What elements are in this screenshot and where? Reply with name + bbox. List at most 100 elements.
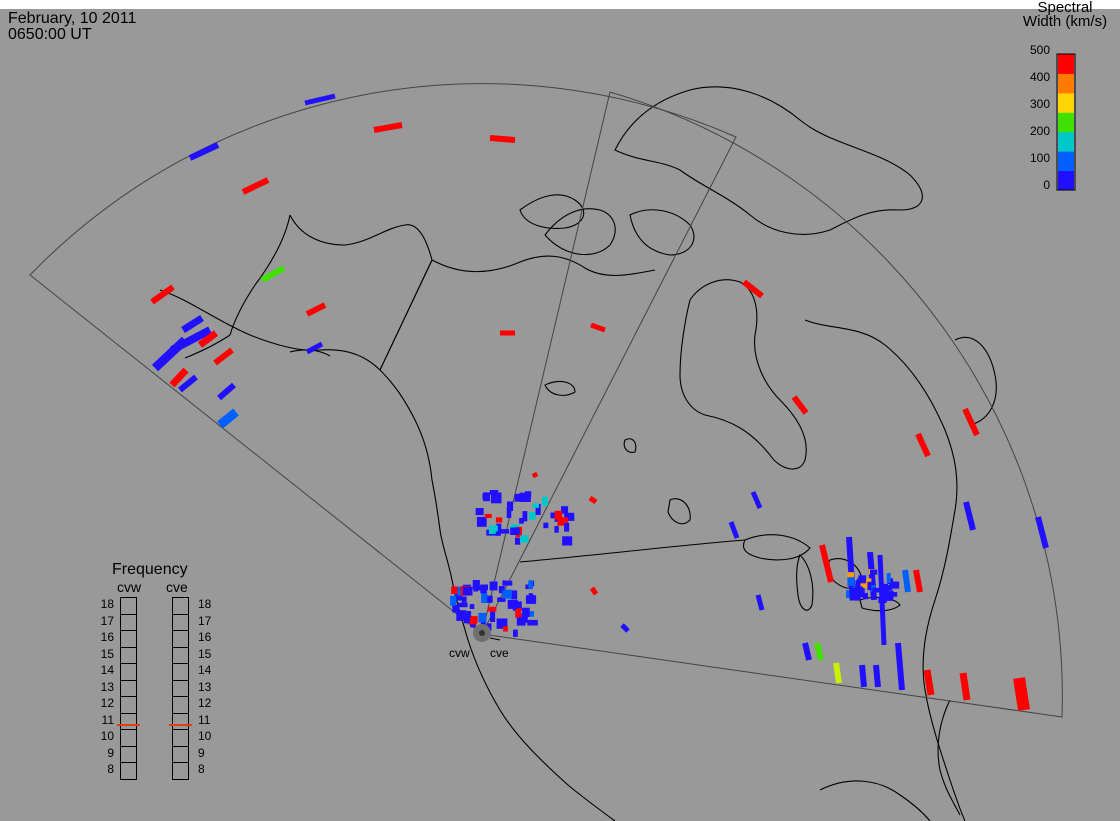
radar-echo bbox=[213, 347, 234, 366]
radar-echo bbox=[862, 592, 868, 600]
radar-echo bbox=[867, 551, 877, 601]
frequency-label: 12 bbox=[198, 696, 212, 710]
radar-echo bbox=[532, 503, 539, 508]
radar-echo bbox=[1013, 677, 1030, 711]
frequency-cell bbox=[120, 712, 137, 730]
radar-echo bbox=[489, 490, 499, 495]
radar-echo bbox=[529, 512, 536, 520]
radar-echo bbox=[489, 581, 498, 591]
frequency-label: 11 bbox=[198, 712, 211, 727]
radar-echo bbox=[522, 607, 530, 617]
radar-echo bbox=[791, 395, 809, 415]
site-marker bbox=[479, 630, 485, 636]
radar-echo bbox=[1035, 516, 1049, 549]
frequency-cell bbox=[172, 646, 189, 664]
borders bbox=[379, 259, 746, 641]
frequency-cell bbox=[120, 663, 137, 681]
date-label: February, 10 2011 bbox=[8, 10, 137, 27]
radar-echo bbox=[454, 592, 462, 601]
radar-echo bbox=[475, 508, 484, 516]
radar-echo bbox=[373, 122, 403, 133]
frequency-radar-cve: cve bbox=[166, 579, 188, 595]
radar-echo bbox=[487, 606, 497, 612]
radar-echo bbox=[880, 583, 888, 593]
radar-echo bbox=[506, 580, 513, 586]
radar-echo bbox=[728, 521, 740, 539]
radar-echo bbox=[500, 529, 510, 534]
radar-echo bbox=[913, 569, 923, 593]
radar-echo bbox=[890, 592, 898, 597]
radar-fov bbox=[29, 83, 1063, 718]
top-strip bbox=[0, 0, 1120, 9]
frequency-cell bbox=[172, 696, 189, 714]
radar-echo bbox=[217, 408, 239, 429]
radar-echo bbox=[620, 623, 630, 633]
radar-echo bbox=[561, 506, 569, 514]
radar-echo bbox=[522, 511, 528, 522]
frequency-cell bbox=[120, 696, 137, 714]
radar-echo bbox=[878, 596, 887, 604]
radar-echo bbox=[515, 608, 522, 618]
radar-echo bbox=[150, 284, 175, 305]
radar-echo bbox=[498, 586, 505, 594]
frequency-cell bbox=[172, 613, 189, 631]
radar-echo bbox=[170, 326, 212, 354]
radar-echo bbox=[482, 493, 488, 500]
radar-echo bbox=[524, 491, 532, 498]
radar-echo bbox=[507, 501, 514, 511]
frequency-cell bbox=[172, 679, 189, 697]
site-label-cve: cve bbox=[490, 646, 509, 660]
radar-echo bbox=[867, 581, 872, 591]
frequency-label: 15 bbox=[198, 646, 212, 661]
radar-echo bbox=[464, 613, 471, 624]
frequency-label: 17 bbox=[198, 613, 212, 628]
radar-echo bbox=[858, 586, 863, 595]
radar-echo bbox=[514, 493, 526, 502]
radar-echo bbox=[550, 512, 558, 519]
radar-echo bbox=[520, 493, 531, 502]
radar-echo bbox=[742, 279, 764, 299]
radar-echo bbox=[562, 536, 573, 546]
radar-echo bbox=[462, 586, 473, 596]
frequency-cell bbox=[120, 762, 137, 780]
radar-echo bbox=[502, 589, 512, 599]
colorbar-tick-label: 0 bbox=[1043, 178, 1050, 192]
time-label: 0650:00 UT bbox=[8, 26, 92, 43]
radar-echo bbox=[886, 573, 891, 583]
radar-echo bbox=[217, 382, 236, 401]
coastlines bbox=[159, 86, 997, 821]
radar-echo bbox=[510, 524, 520, 531]
radar-echo bbox=[847, 577, 855, 586]
radar-echo bbox=[469, 604, 475, 609]
frequency-label: 18 bbox=[100, 597, 114, 611]
radar-echo bbox=[181, 315, 204, 333]
frequency-cell bbox=[172, 729, 189, 747]
radar-echo bbox=[495, 517, 503, 523]
radar-echo bbox=[858, 575, 867, 584]
radar-echo bbox=[814, 642, 824, 661]
radar-echo bbox=[490, 492, 502, 504]
frequency-label: 13 bbox=[100, 679, 114, 694]
frequency-label: 8 bbox=[198, 762, 205, 776]
radar-echo bbox=[541, 496, 548, 506]
radar-echo bbox=[750, 490, 763, 510]
frequency-label: 14 bbox=[100, 663, 114, 677]
frequency-cell bbox=[172, 663, 189, 681]
radar-echo bbox=[496, 523, 502, 532]
frequency-cell bbox=[120, 729, 137, 747]
radar-echo bbox=[833, 662, 842, 684]
radar-echo bbox=[859, 664, 867, 688]
radar-echo bbox=[923, 669, 935, 696]
radar-echo bbox=[472, 580, 480, 590]
radar-echo bbox=[304, 93, 336, 106]
radar-echo bbox=[590, 322, 606, 333]
radar-echo bbox=[802, 642, 812, 661]
radar-echo bbox=[589, 586, 599, 596]
radar-echo bbox=[456, 610, 467, 621]
radar-echo bbox=[495, 531, 501, 536]
radar-echo bbox=[963, 501, 976, 531]
frequency-cell bbox=[120, 630, 137, 648]
frequency-label: 14 bbox=[198, 663, 212, 677]
radar-echo bbox=[450, 595, 457, 606]
